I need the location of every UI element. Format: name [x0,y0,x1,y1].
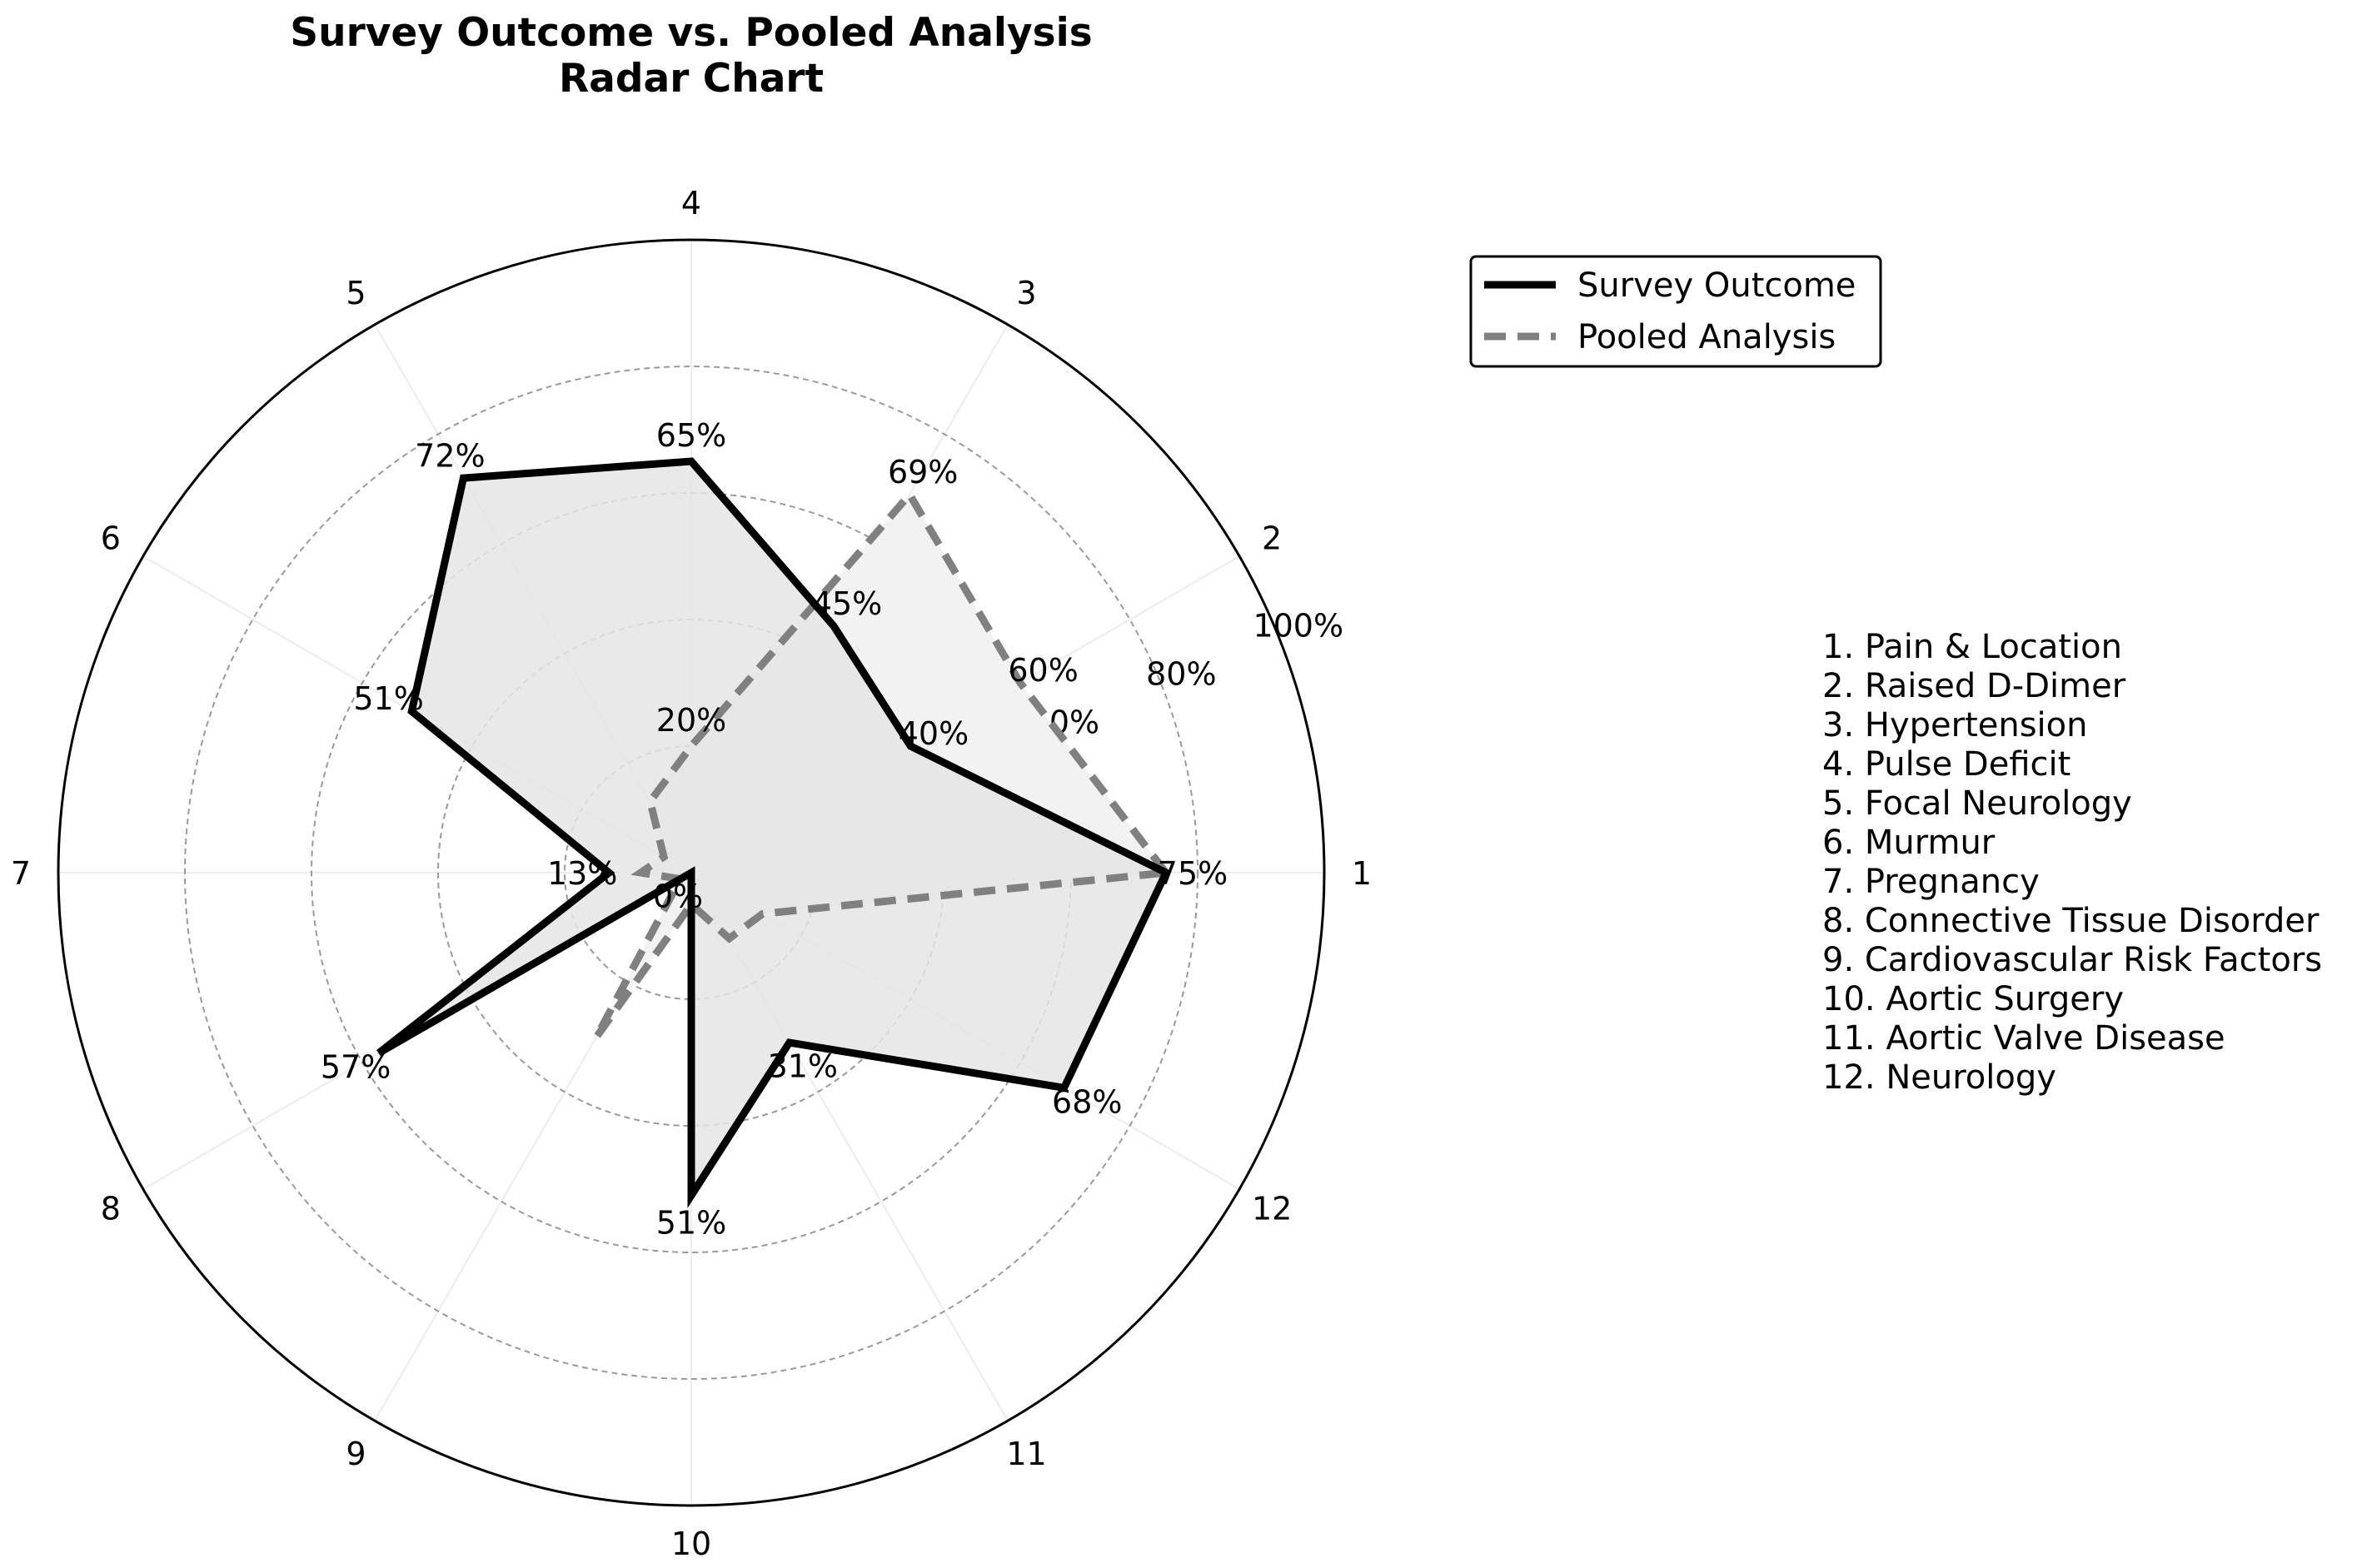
category-key-item: 2. Raised D-Dimer [1822,667,2126,705]
legend: Survey Outcome Pooled Analysis [1469,255,1882,368]
line-layer [376,457,1174,1208]
category-key-item: 1. Pain & Location [1822,628,2122,666]
category-axis-label: 2 [1262,520,1282,557]
data-label: 65% [656,417,726,454]
category-axis-label: 7 [11,855,31,892]
data-label: 72% [415,437,485,474]
data-label: 75% [1158,855,1228,892]
data-label: 57% [321,1049,391,1086]
series-line [593,488,1174,1040]
category-axis-label: 12 [1252,1191,1292,1227]
data-label: 13% [547,855,617,892]
category-key-item: 8. Connective Tissue Disorder [1822,902,2320,940]
legend-label: Survey Outcome [1577,266,1856,305]
category-key-item: 4. Pulse Deficit [1822,745,2070,784]
fill-layer [378,461,1166,1196]
label-layer: 75% 40% 45% 65% 72% 51% 13% 57% 0% 51% 31% 68% 60% 69… [321,417,1228,1242]
category-key-item: 7. Pregnancy [1822,863,2040,901]
category-axis-label: 1 [1352,855,1372,892]
category-key-item: 10. Aortic Surgery [1822,980,2124,1018]
radial-tick-label: 100% [1253,607,1343,644]
legend-box [1469,255,1882,368]
legend-label: Pooled Analysis [1577,318,1836,356]
outer-circle [57,238,1326,1507]
category-axis-label: 6 [101,520,121,557]
category-axis-label: 5 [346,275,366,311]
chart-subtitle: Radar Chart [559,56,824,102]
chart-title: Survey Outcome vs. Pooled Analysis [290,10,1092,56]
data-label: 68% [1052,1083,1122,1120]
data-label: 40% [899,715,969,752]
data-label: 20% [656,702,726,739]
data-label: 51% [353,680,423,717]
series-fill [378,461,1166,1196]
data-label: 0% [653,879,703,915]
category-axis-label: 10 [671,1526,711,1562]
data-label: 60% [1008,652,1078,689]
category-axis-label: 4 [681,185,701,222]
category-key-item: 3. Hypertension [1822,706,2088,744]
category-axis-label: 9 [346,1436,366,1472]
data-label: 69% [888,454,958,490]
category-axis-label: 3 [1016,275,1036,311]
category-key-item: 11. Aortic Valve Disease [1822,1019,2225,1058]
grid-circle [184,366,1198,1380]
series-line [376,457,1171,1208]
category-key-item: 5. Focal Neurology [1822,784,2132,823]
data-label: 31% [768,1048,838,1085]
category-key-item: 12. Neurology [1822,1058,2056,1097]
category-key-item: 9. Cardiovascular Risk Factors [1822,941,2322,979]
radial-tick-label: 80% [1146,655,1216,692]
category-key-item: 6. Murmur [1822,824,1996,862]
category-axis-label: 8 [101,1191,121,1227]
category-axis-label: 11 [1006,1436,1046,1472]
data-label: 51% [656,1205,726,1242]
data-label: 45% [812,585,882,622]
